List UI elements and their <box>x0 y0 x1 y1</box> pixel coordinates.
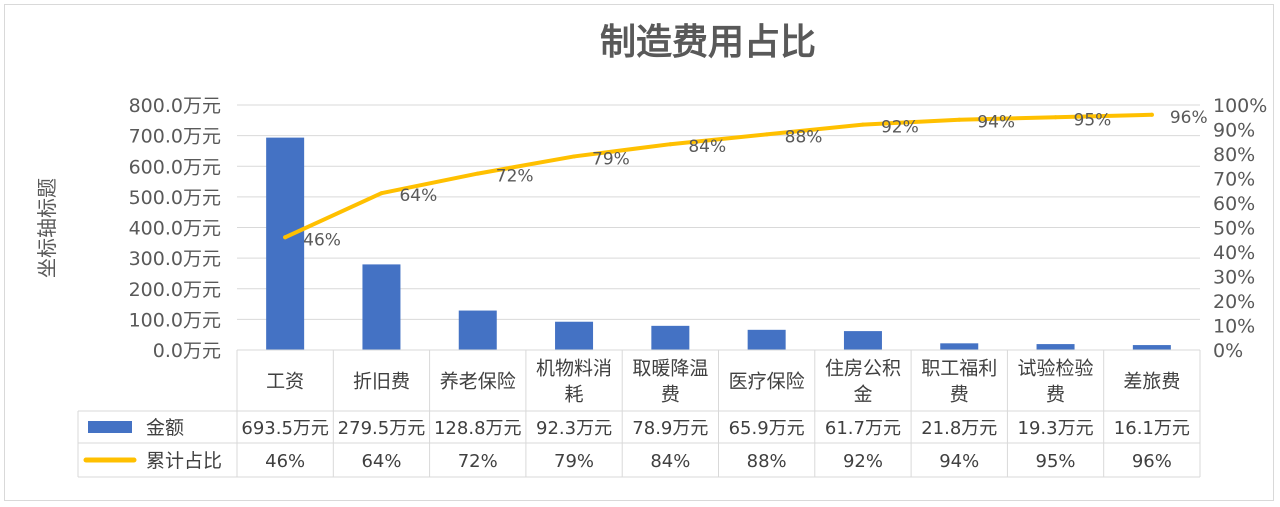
y-tick-label: 200.0万元 <box>129 279 221 301</box>
y-tick-label: 0.0万元 <box>153 340 221 362</box>
cumulative-line-path <box>283 112 1154 240</box>
bar <box>1132 345 1171 350</box>
line-point <box>1149 112 1154 117</box>
table-cell-cumulative: 64% <box>361 451 401 472</box>
y2-tick-label: 20% <box>1213 291 1255 313</box>
cumulative-line <box>283 112 1154 240</box>
y2-tick-label: 100% <box>1213 95 1267 117</box>
table-cell-amount: 21.8万元 <box>921 418 997 439</box>
category-label: 取暖降温 <box>632 358 708 380</box>
table-cell-amount: 279.5万元 <box>338 418 426 439</box>
bar <box>747 329 786 350</box>
line-point <box>764 132 769 137</box>
table-cell-cumulative: 79% <box>554 451 594 472</box>
line-data-label: 72% <box>496 167 534 187</box>
line-data-label: 84% <box>688 137 726 157</box>
y2-tick-label: 80% <box>1213 144 1255 166</box>
legend-key-bar <box>88 421 132 433</box>
line-data-label: 92% <box>881 118 919 138</box>
y2-tick-label: 70% <box>1213 169 1255 191</box>
bar <box>555 321 594 350</box>
table-cell-amount: 19.3万元 <box>1018 418 1094 439</box>
category-label: 工资 <box>266 371 304 393</box>
y2-tick-label: 90% <box>1213 120 1255 142</box>
line-point <box>379 191 384 196</box>
bar <box>266 137 305 350</box>
category-label: 费 <box>1046 384 1065 406</box>
y2-tick-label: 10% <box>1213 316 1255 338</box>
table-cell-cumulative: 84% <box>650 451 690 472</box>
line-point <box>957 117 962 122</box>
data-labels: 46% 64% 72% 79% 84% 88% 92% 94% 95% 96% <box>303 108 1207 251</box>
line-data-label: 46% <box>303 230 341 250</box>
line-point <box>572 154 577 159</box>
table-cell-amount: 65.9万元 <box>729 418 805 439</box>
table-cell-cumulative: 94% <box>939 451 979 472</box>
legend-label-line: 累计占比 <box>146 450 222 472</box>
category-label: 差旅费 <box>1123 371 1180 393</box>
line-point <box>283 235 288 240</box>
bar <box>940 343 979 350</box>
legend-label-bar: 金额 <box>146 417 184 439</box>
line-point <box>475 171 480 176</box>
y-axis-title: 坐标轴标题 <box>35 178 59 278</box>
line-data-label: 95% <box>1074 110 1112 130</box>
bar <box>843 331 882 350</box>
table-cell-cumulative: 92% <box>843 451 883 472</box>
category-label: 金 <box>853 384 872 406</box>
line-data-label: 94% <box>977 113 1015 133</box>
category-label: 养老保险 <box>440 371 516 393</box>
table-cell-cumulative: 46% <box>265 451 305 472</box>
category-label: 耗 <box>565 384 584 406</box>
line-data-label: 64% <box>399 186 437 206</box>
y2-tick-label: 50% <box>1213 218 1255 240</box>
y-tick-label: 400.0万元 <box>129 218 221 240</box>
category-label: 职工福利 <box>921 358 997 380</box>
axes: 0.0万元 100.0万元 200.0万元 300.0万元 400.0万元 500.0万元… <box>129 95 1268 362</box>
category-label: 住房公积 <box>825 358 901 380</box>
bars <box>266 137 1171 350</box>
y2-tick-label: 0% <box>1213 340 1243 362</box>
y2-tick-label: 30% <box>1213 267 1255 289</box>
bar <box>362 264 401 350</box>
category-label: 机物料消 <box>536 358 612 380</box>
bar <box>458 310 497 350</box>
y-tick-label: 700.0万元 <box>129 126 221 148</box>
table-cell-amount: 128.8万元 <box>434 418 522 439</box>
chart-title: 制造费用占比 <box>600 22 816 63</box>
table-cell-cumulative: 72% <box>458 451 498 472</box>
line-point <box>668 142 673 147</box>
category-label: 试验检验 <box>1018 358 1094 380</box>
table-cell-cumulative: 88% <box>747 451 787 472</box>
table-cell-cumulative: 96% <box>1132 451 1172 472</box>
line-data-label: 96% <box>1170 108 1208 128</box>
line-data-label: 79% <box>592 149 630 169</box>
y2-tick-label: 60% <box>1213 193 1255 215</box>
bar <box>651 325 690 350</box>
bar <box>1036 344 1075 350</box>
y-tick-label: 300.0万元 <box>129 248 221 270</box>
table-cell-amount: 92.3万元 <box>536 418 612 439</box>
y-tick-label: 800.0万元 <box>129 95 221 117</box>
category-label: 折旧费 <box>353 371 410 393</box>
line-data-label: 88% <box>785 127 823 147</box>
table-cell-amount: 693.5万元 <box>241 418 329 439</box>
table-cell-amount: 61.7万元 <box>825 418 901 439</box>
line-point <box>860 122 865 127</box>
y-tick-label: 600.0万元 <box>129 156 221 178</box>
y2-tick-label: 40% <box>1213 242 1255 264</box>
y-tick-label: 100.0万元 <box>129 309 221 331</box>
category-label: 医疗保险 <box>729 371 805 393</box>
line-point <box>1053 115 1058 120</box>
chart-frame <box>4 4 1274 501</box>
category-label: 费 <box>661 384 680 406</box>
category-label: 费 <box>950 384 969 406</box>
table-cell-amount: 78.9万元 <box>632 418 708 439</box>
table-cell-amount: 16.1万元 <box>1114 418 1190 439</box>
y-tick-label: 500.0万元 <box>129 187 221 209</box>
table-cell-cumulative: 95% <box>1036 451 1076 472</box>
